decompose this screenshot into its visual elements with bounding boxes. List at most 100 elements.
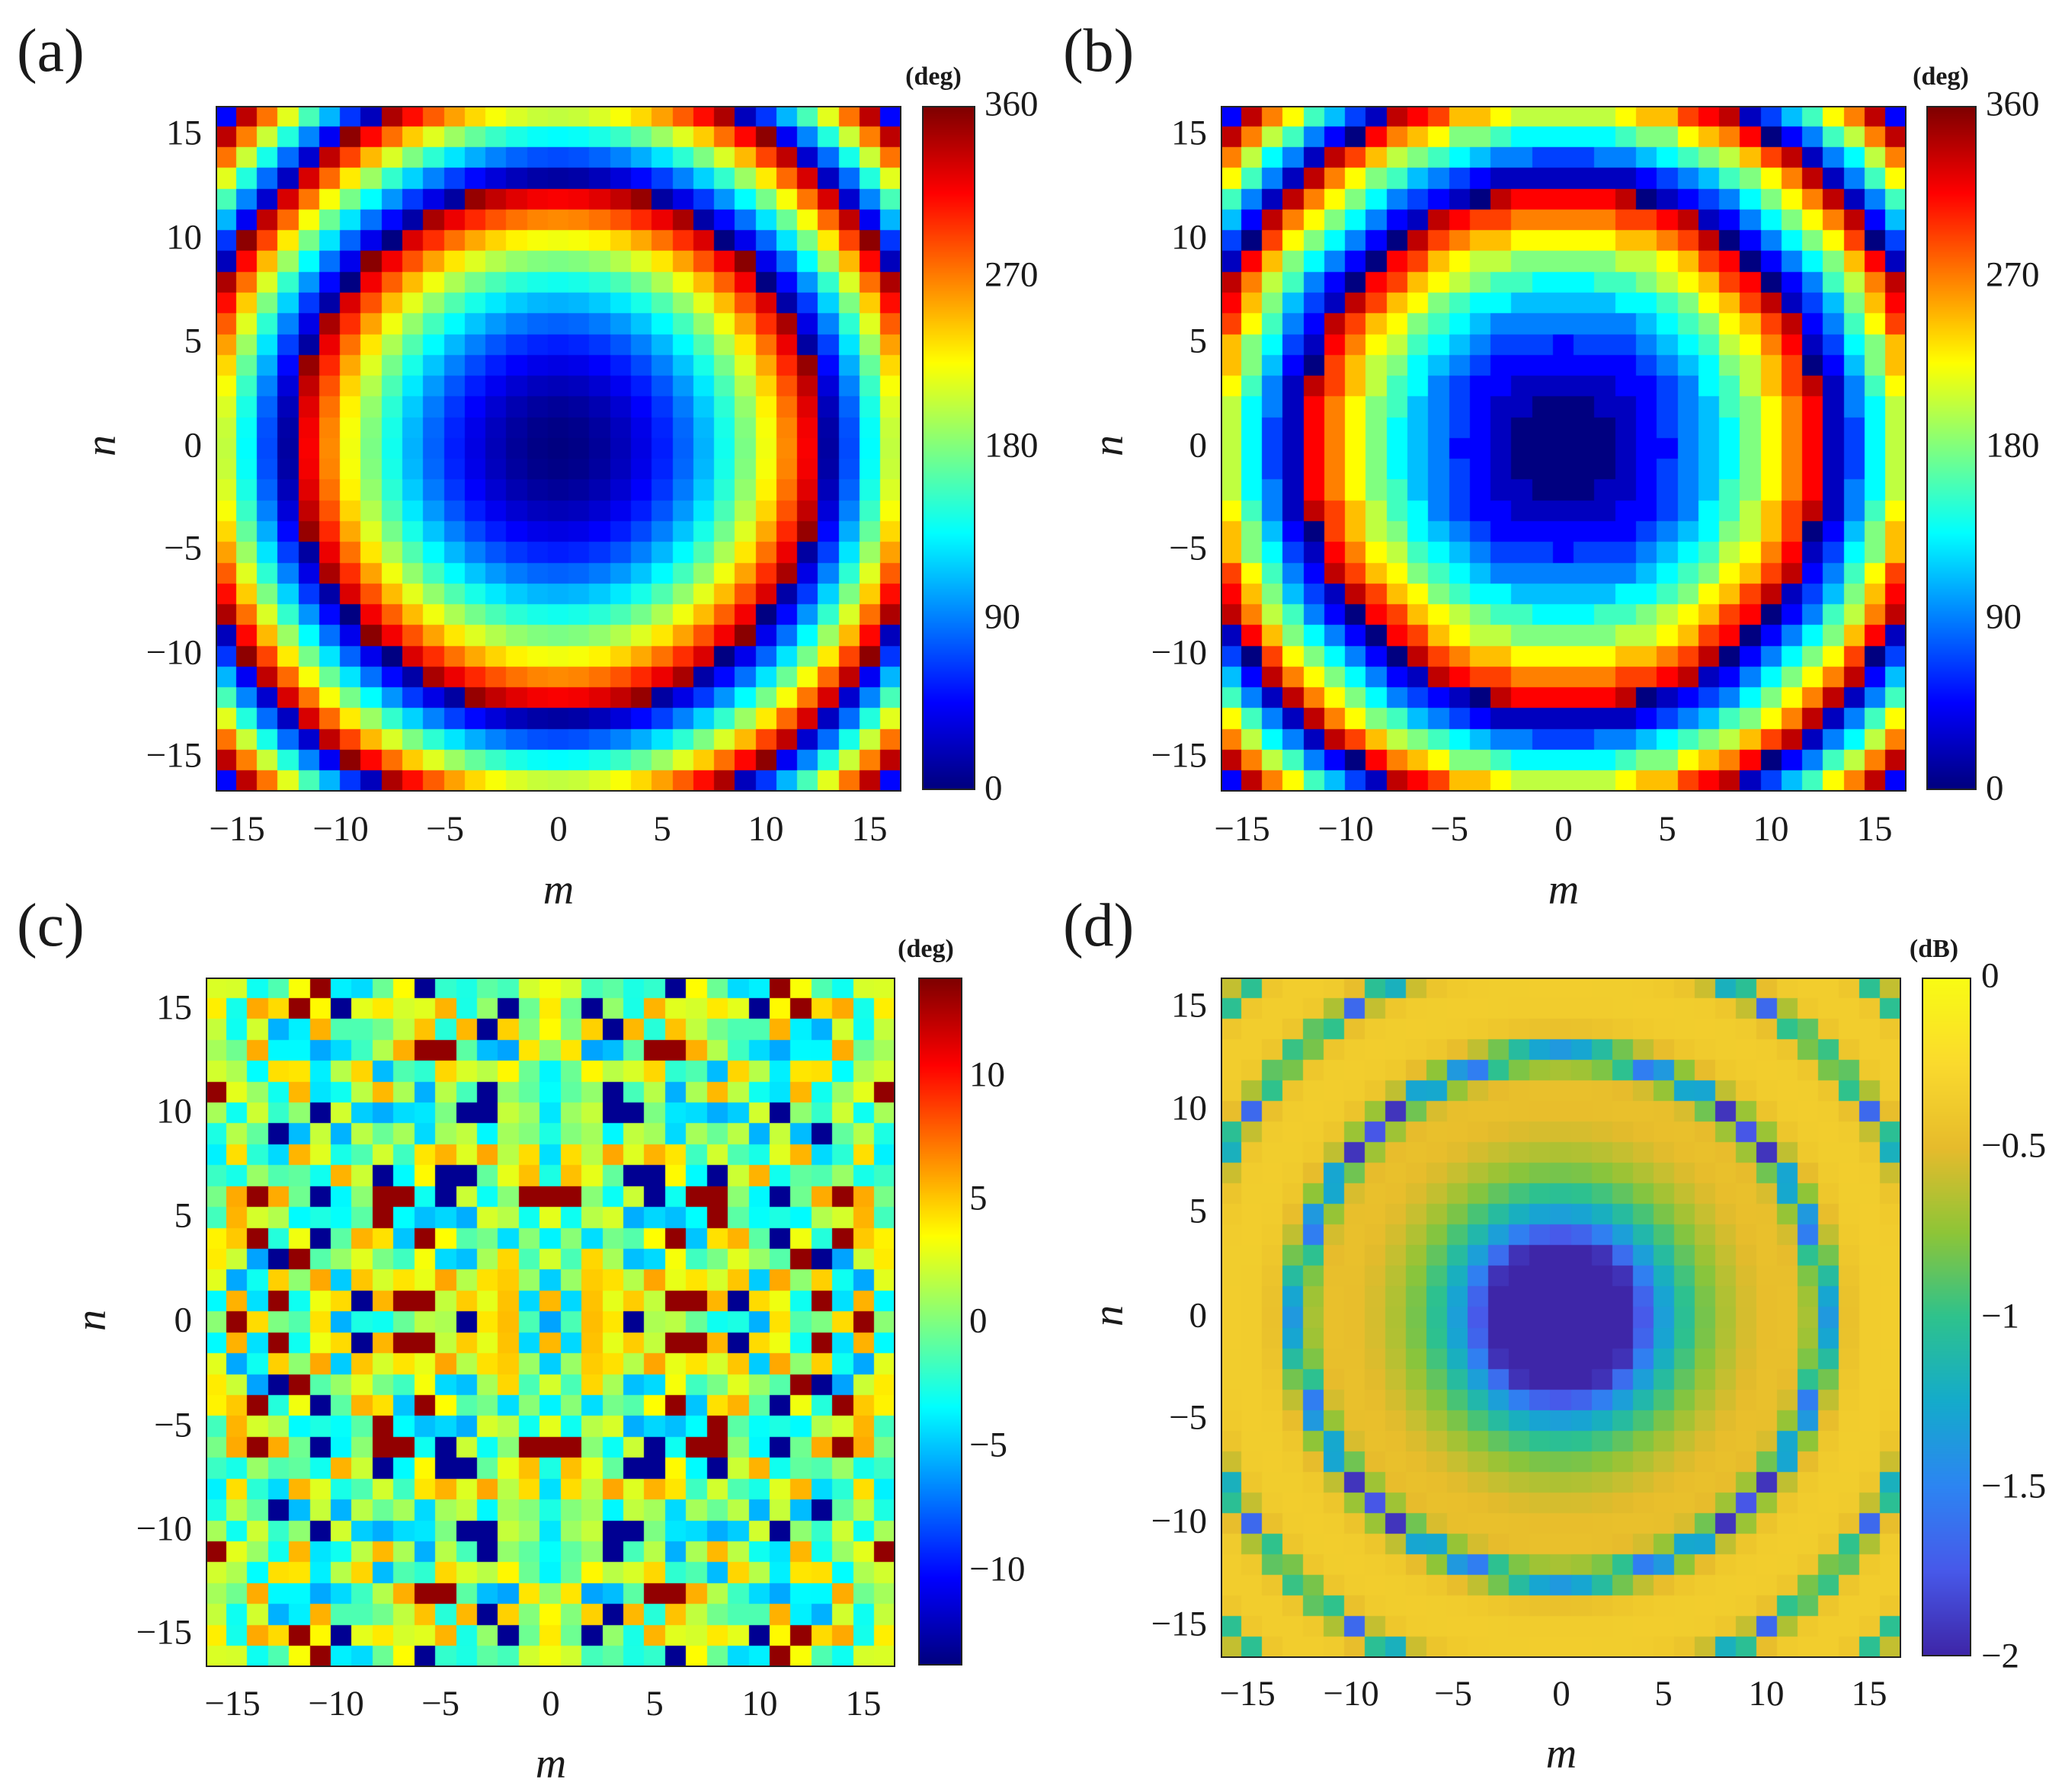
panel-label-c: (c) — [17, 892, 85, 959]
y-axis-label-a: n — [78, 435, 125, 456]
y-tick-a-5: −10 — [146, 632, 202, 673]
cbar-tick-a-1: 270 — [984, 254, 1039, 295]
cbar-tick-d-3: −1.5 — [1981, 1466, 2047, 1506]
y-tick-b-5: −10 — [1151, 632, 1207, 673]
y-tick-b-1: 10 — [1171, 217, 1207, 258]
y-tick-a-3: 0 — [184, 425, 203, 466]
y-tick-b-3: 0 — [1189, 425, 1208, 466]
panel-label-d: (d) — [1063, 892, 1135, 959]
y-tick-d-4: −5 — [1168, 1397, 1207, 1438]
cbar-tick-a-0: 360 — [984, 84, 1039, 124]
y-axis-label-b: n — [1085, 435, 1132, 456]
y-tick-a-1: 10 — [166, 217, 202, 258]
heatmap-c — [206, 978, 895, 1667]
y-tick-c-5: −10 — [136, 1509, 192, 1549]
x-tick-c-1: −10 — [308, 1684, 364, 1723]
colorbar-unit-a: (deg) — [905, 62, 962, 91]
y-tick-b-4: −5 — [1168, 528, 1207, 568]
cbar-tick-b-1: 270 — [1986, 254, 2040, 295]
x-tick-b-5: 10 — [1753, 809, 1789, 849]
x-tick-a-0: −15 — [209, 809, 265, 849]
x-tick-b-0: −15 — [1214, 809, 1270, 849]
y-tick-b-0: 15 — [1171, 113, 1207, 153]
cbar-tick-b-3: 90 — [1986, 597, 2022, 637]
panel-label-a: (a) — [17, 18, 85, 85]
x-axis-label-c: m — [535, 1740, 567, 1787]
cbar-tick-c-2: 0 — [969, 1301, 988, 1341]
x-axis-label-b: m — [1548, 866, 1580, 914]
colorbar-c — [918, 978, 962, 1666]
x-tick-d-4: 5 — [1654, 1674, 1673, 1714]
cbar-tick-c-0: 10 — [969, 1054, 1005, 1095]
cbar-tick-a-4: 0 — [984, 768, 1003, 808]
cbar-tick-d-1: −0.5 — [1981, 1125, 2047, 1166]
colorbar-d — [1922, 978, 1971, 1656]
y-tick-a-4: −5 — [163, 528, 202, 568]
y-tick-c-4: −5 — [153, 1405, 192, 1445]
cbar-tick-b-2: 180 — [1986, 425, 2040, 466]
y-tick-b-2: 5 — [1189, 321, 1208, 361]
y-tick-a-2: 5 — [184, 321, 203, 361]
x-tick-d-3: 0 — [1552, 1674, 1570, 1714]
cbar-tick-d-2: −1 — [1981, 1296, 2020, 1336]
x-tick-b-4: 5 — [1658, 809, 1676, 849]
cbar-tick-c-1: 5 — [969, 1178, 988, 1218]
cbar-tick-a-2: 180 — [984, 425, 1039, 466]
x-tick-b-3: 0 — [1554, 809, 1573, 849]
x-tick-b-1: −10 — [1317, 809, 1374, 849]
x-tick-b-6: 15 — [1856, 809, 1893, 849]
cbar-tick-b-4: 0 — [1986, 768, 2004, 808]
y-tick-d-0: 15 — [1171, 985, 1207, 1026]
x-tick-a-6: 15 — [851, 809, 888, 849]
y-tick-b-6: −15 — [1151, 735, 1207, 776]
x-tick-c-5: 10 — [741, 1684, 778, 1723]
panel-label-b: (b) — [1063, 18, 1135, 85]
x-tick-c-3: 0 — [542, 1684, 560, 1723]
x-tick-a-4: 5 — [653, 809, 671, 849]
y-tick-c-6: −15 — [136, 1612, 192, 1653]
y-tick-c-2: 5 — [174, 1195, 193, 1236]
y-tick-c-3: 0 — [174, 1300, 193, 1340]
y-tick-d-2: 5 — [1189, 1191, 1208, 1231]
colorbar-unit-c: (deg) — [898, 935, 954, 963]
cbar-tick-d-0: 0 — [1981, 955, 1999, 996]
x-tick-a-2: −5 — [425, 809, 465, 849]
colorbar-unit-b: (deg) — [1913, 62, 1969, 91]
colorbar-unit-d: (dB) — [1909, 935, 1959, 963]
cbar-tick-a-3: 90 — [984, 597, 1020, 637]
x-tick-d-5: 10 — [1748, 1674, 1785, 1714]
x-tick-c-6: 15 — [845, 1684, 882, 1723]
x-tick-b-2: −5 — [1429, 809, 1469, 849]
x-tick-a-5: 10 — [748, 809, 784, 849]
y-tick-a-0: 15 — [166, 113, 202, 153]
x-axis-label-d: m — [1545, 1730, 1577, 1778]
heatmap-d — [1221, 978, 1901, 1658]
x-tick-c-2: −5 — [421, 1684, 460, 1723]
cbar-tick-d-4: −2 — [1981, 1636, 2020, 1676]
x-tick-a-3: 0 — [549, 809, 568, 849]
x-tick-c-0: −15 — [204, 1684, 261, 1723]
x-tick-d-1: −10 — [1323, 1674, 1379, 1714]
x-tick-a-1: −10 — [312, 809, 369, 849]
y-tick-c-1: 10 — [156, 1091, 192, 1131]
heatmap-a — [216, 106, 901, 792]
y-tick-d-3: 0 — [1189, 1295, 1208, 1336]
x-tick-d-2: −5 — [1433, 1674, 1473, 1714]
y-tick-d-5: −10 — [1151, 1501, 1207, 1541]
y-axis-label-d: n — [1085, 1305, 1132, 1326]
colorbar-a — [922, 106, 975, 790]
y-tick-c-0: 15 — [156, 987, 192, 1028]
colorbar-b — [1926, 106, 1977, 790]
y-axis-label-c: n — [68, 1310, 115, 1331]
x-tick-d-6: 15 — [1851, 1674, 1887, 1714]
cbar-tick-c-3: −5 — [969, 1425, 1008, 1465]
y-tick-a-6: −15 — [146, 735, 202, 776]
x-axis-label-a: m — [543, 866, 575, 914]
heatmap-b — [1221, 106, 1907, 792]
y-tick-d-1: 10 — [1171, 1088, 1207, 1128]
x-tick-d-0: −15 — [1219, 1674, 1276, 1714]
cbar-tick-c-4: −10 — [969, 1549, 1026, 1589]
cbar-tick-b-0: 360 — [1986, 84, 2040, 124]
x-tick-c-4: 5 — [645, 1684, 664, 1723]
y-tick-d-6: −15 — [1151, 1604, 1207, 1644]
